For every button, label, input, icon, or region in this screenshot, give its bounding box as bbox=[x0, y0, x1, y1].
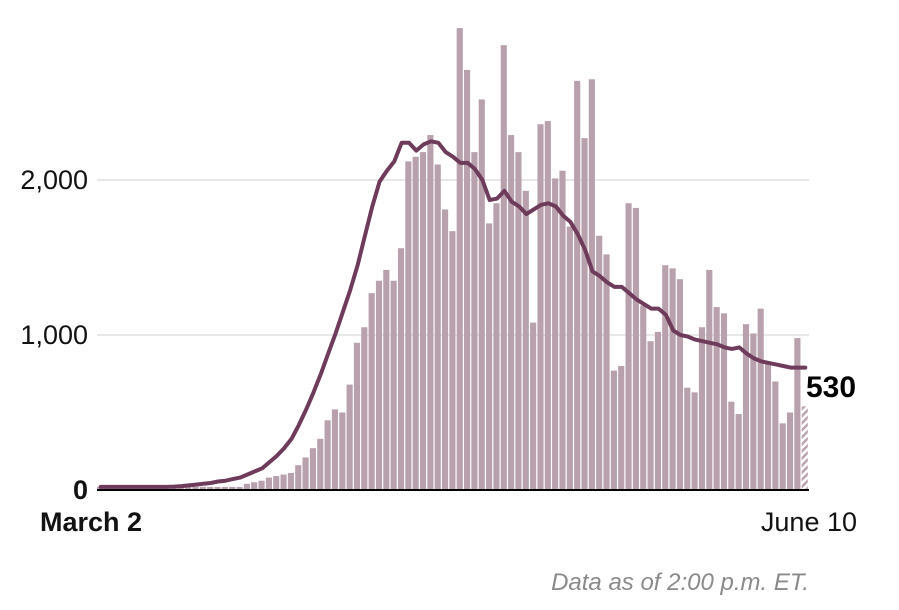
bar bbox=[390, 280, 397, 490]
bar bbox=[258, 480, 265, 490]
bar bbox=[772, 381, 779, 490]
bar bbox=[610, 370, 617, 490]
bar bbox=[346, 384, 353, 490]
bar bbox=[522, 190, 529, 490]
bar bbox=[544, 121, 551, 490]
bar bbox=[478, 99, 485, 491]
x-tick-label-end: June 10 bbox=[761, 507, 857, 537]
bar bbox=[405, 161, 412, 490]
bar bbox=[640, 305, 647, 490]
bar bbox=[757, 308, 764, 490]
bar bbox=[361, 327, 368, 490]
bar bbox=[786, 412, 794, 490]
bar bbox=[464, 69, 471, 490]
bar bbox=[618, 366, 625, 490]
y-tick-label: 1,000 bbox=[20, 320, 88, 350]
bar bbox=[581, 138, 588, 490]
bar bbox=[588, 79, 595, 490]
bar bbox=[691, 392, 698, 490]
bar bbox=[566, 226, 573, 490]
bar bbox=[449, 231, 456, 490]
bar bbox=[383, 269, 390, 490]
bar bbox=[662, 265, 669, 490]
bar bbox=[427, 135, 434, 491]
bar bbox=[265, 477, 272, 490]
bar bbox=[339, 412, 346, 490]
bar bbox=[632, 207, 639, 490]
y-tick-labels: 0 1,000 2,000 bbox=[20, 165, 88, 505]
bar bbox=[713, 307, 720, 490]
bar bbox=[185, 486, 192, 490]
bar bbox=[295, 465, 302, 490]
bar bbox=[764, 362, 772, 490]
bar bbox=[552, 178, 559, 490]
bar bbox=[698, 327, 706, 490]
bar bbox=[287, 472, 294, 490]
bar bbox=[750, 333, 757, 490]
bar bbox=[537, 124, 544, 490]
bar bbox=[669, 268, 676, 490]
bar bbox=[243, 483, 250, 490]
bar bbox=[280, 474, 287, 490]
bar bbox=[625, 203, 632, 490]
bar bbox=[441, 209, 449, 490]
bar bbox=[368, 293, 375, 490]
bar bbox=[317, 438, 324, 490]
data-timestamp-note: Data as of 2:00 p.m. ET. bbox=[551, 569, 809, 596]
bar bbox=[397, 248, 405, 490]
bar bbox=[229, 486, 236, 490]
bar bbox=[419, 152, 427, 490]
bar bbox=[273, 476, 280, 490]
average-line-group bbox=[98, 139, 808, 489]
bar bbox=[302, 457, 309, 490]
bar bbox=[207, 486, 214, 490]
bar bbox=[221, 486, 228, 490]
bars bbox=[97, 28, 808, 491]
bar bbox=[309, 448, 317, 490]
bar bbox=[728, 401, 735, 490]
bar bbox=[654, 331, 661, 490]
bar bbox=[684, 387, 691, 490]
y-tick-label: 2,000 bbox=[20, 165, 88, 195]
bar bbox=[500, 45, 507, 491]
bar bbox=[236, 486, 243, 490]
last-value-label: 530 bbox=[806, 371, 856, 404]
bar bbox=[434, 164, 441, 490]
bar bbox=[375, 280, 383, 490]
bar bbox=[515, 152, 522, 490]
bar bbox=[251, 482, 258, 490]
bar bbox=[676, 279, 684, 490]
bar bbox=[177, 486, 184, 490]
bar bbox=[530, 322, 537, 490]
x-tick-label-start: March 2 bbox=[40, 507, 142, 537]
bar bbox=[199, 486, 206, 490]
bar bbox=[559, 170, 566, 490]
bar bbox=[508, 135, 515, 491]
bar bbox=[324, 420, 331, 490]
bar bbox=[706, 269, 713, 490]
bar-latest bbox=[801, 406, 808, 490]
bar bbox=[192, 486, 199, 490]
bar bbox=[742, 324, 750, 490]
bar bbox=[412, 156, 419, 490]
bar bbox=[456, 28, 463, 490]
bar bbox=[779, 423, 786, 490]
average-line bbox=[98, 139, 808, 489]
bar bbox=[574, 80, 581, 491]
bar bbox=[331, 409, 339, 490]
bar bbox=[720, 313, 728, 490]
y-tick-label: 0 bbox=[73, 475, 88, 505]
bar bbox=[493, 203, 500, 490]
bar bbox=[596, 235, 603, 490]
bar bbox=[603, 254, 610, 490]
bar bbox=[353, 342, 361, 490]
bar bbox=[214, 486, 221, 490]
bar bbox=[471, 152, 478, 490]
bar bbox=[735, 414, 742, 490]
bar bbox=[794, 338, 801, 490]
bar bbox=[647, 341, 654, 490]
bar bbox=[486, 223, 493, 490]
